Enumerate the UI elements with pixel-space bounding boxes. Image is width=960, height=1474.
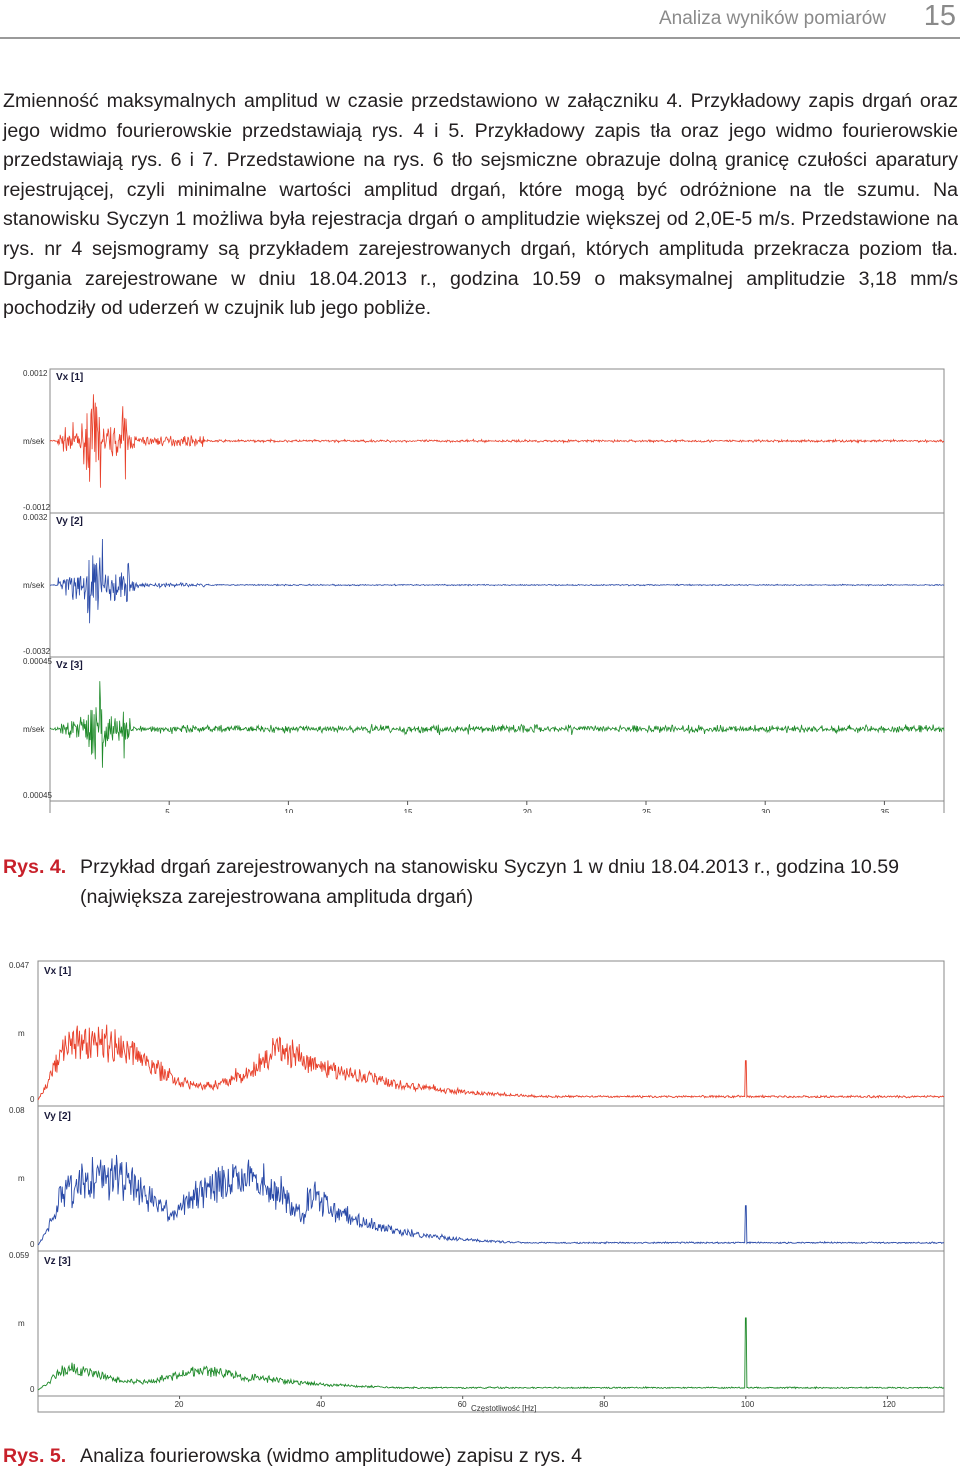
y-unit-label: m/sek [23,437,45,446]
x-tick-label: 35 [880,808,889,813]
y-min-label: -0.0012 [23,503,51,512]
page-number: 15 [923,0,956,32]
x-axis-label: Częstotliwość [Hz] [471,1404,536,1413]
figure-4-caption: Rys. 4. Przykład drgań zarejestrowanych n… [3,853,960,912]
series-line [37,1317,945,1391]
y-unit-label: m [18,1319,25,1328]
seismogram-chart: 0.0012 m/sek -0.0012 Vx [1] 0.0032 m/sek -0.00… [23,368,945,813]
series-name: Vz [3] [56,660,83,671]
x-tick-label: 25 [642,808,651,813]
spectrum-chart: 0.047 m 0 Vx [1] 0.08 m 0 Vy [2] 0.059 m 0 Vz [3] 20… [9,960,945,1413]
y-max-label: 0.059 [9,1251,30,1260]
figure-5-spectrum: 0.047 m 0 Vx [1] 0.08 m 0 Vy [2] 0.059 m 0 Vz [3] 20… [6,957,948,1413]
figure-5-caption-text: Analiza fourierowska (widmo amplitudowe)… [80,1445,583,1467]
x-tick-label: 100 [741,1400,755,1409]
x-tick-label: 5 [165,808,170,813]
figure-5-caption: Rys. 5. Analiza fourierowska (widmo ampli… [3,1442,960,1472]
figure-4-seismogram: 0.0012 m/sek -0.0012 Vx [1] 0.0032 m/sek -0.00… [20,365,948,813]
y-max-label: 0.08 [9,1106,25,1115]
header-rule [0,37,960,39]
y-min-label: 0 [30,1095,35,1104]
x-tick-label: 60 [458,1400,467,1409]
y-min-label: 0.00045 [23,791,52,800]
series-line [37,1154,945,1246]
section-title: Analiza wyników pomiarów [658,8,886,29]
x-tick-label: 10 [284,808,293,813]
x-tick-label: 20 [523,808,532,813]
y-unit-label: m/sek [23,725,45,734]
body-paragraph: Zmienność maksymalnych amplitud w czasie… [3,90,958,320]
series-name: Vx [1] [44,966,71,977]
series-line [37,1024,945,1101]
x-tick-label: 40 [316,1400,325,1409]
page-header: Analiza wyników pomiarów 15 [0,0,960,40]
plot-frame [37,960,945,1413]
x-tick-label: 20 [175,1400,184,1409]
series-name: Vy [2] [44,1111,71,1122]
x-tick-label: 120 [882,1400,896,1409]
x-tick-label: 30 [761,808,770,813]
y-max-label: 0.0032 [23,513,48,522]
x-tick-label: 80 [599,1400,608,1409]
x-tick-label: 15 [404,808,413,813]
y-min-label: 0 [30,1240,35,1249]
series-line [49,681,945,768]
figure-5-label: Rys. 5. [3,1445,67,1467]
plot-frame [49,368,945,813]
y-min-label: -0.0032 [23,647,51,656]
series-name: Vx [1] [56,372,83,383]
y-unit-label: m/sek [23,581,45,590]
y-min-label: 0 [30,1385,35,1394]
figure-4-caption-text: Przykład drgań zarejestrowanych na stano… [80,856,900,908]
y-unit-label: m [18,1029,25,1038]
y-max-label: 0.00045 [23,657,52,666]
y-max-label: 0.047 [9,961,30,970]
y-unit-label: m [18,1174,25,1183]
series-line [49,538,945,624]
y-max-label: 0.0012 [23,369,48,378]
series-name: Vz [3] [44,1256,71,1267]
figure-4-label: Rys. 4. [3,856,67,878]
series-name: Vy [2] [56,516,83,527]
series-line [49,394,945,488]
